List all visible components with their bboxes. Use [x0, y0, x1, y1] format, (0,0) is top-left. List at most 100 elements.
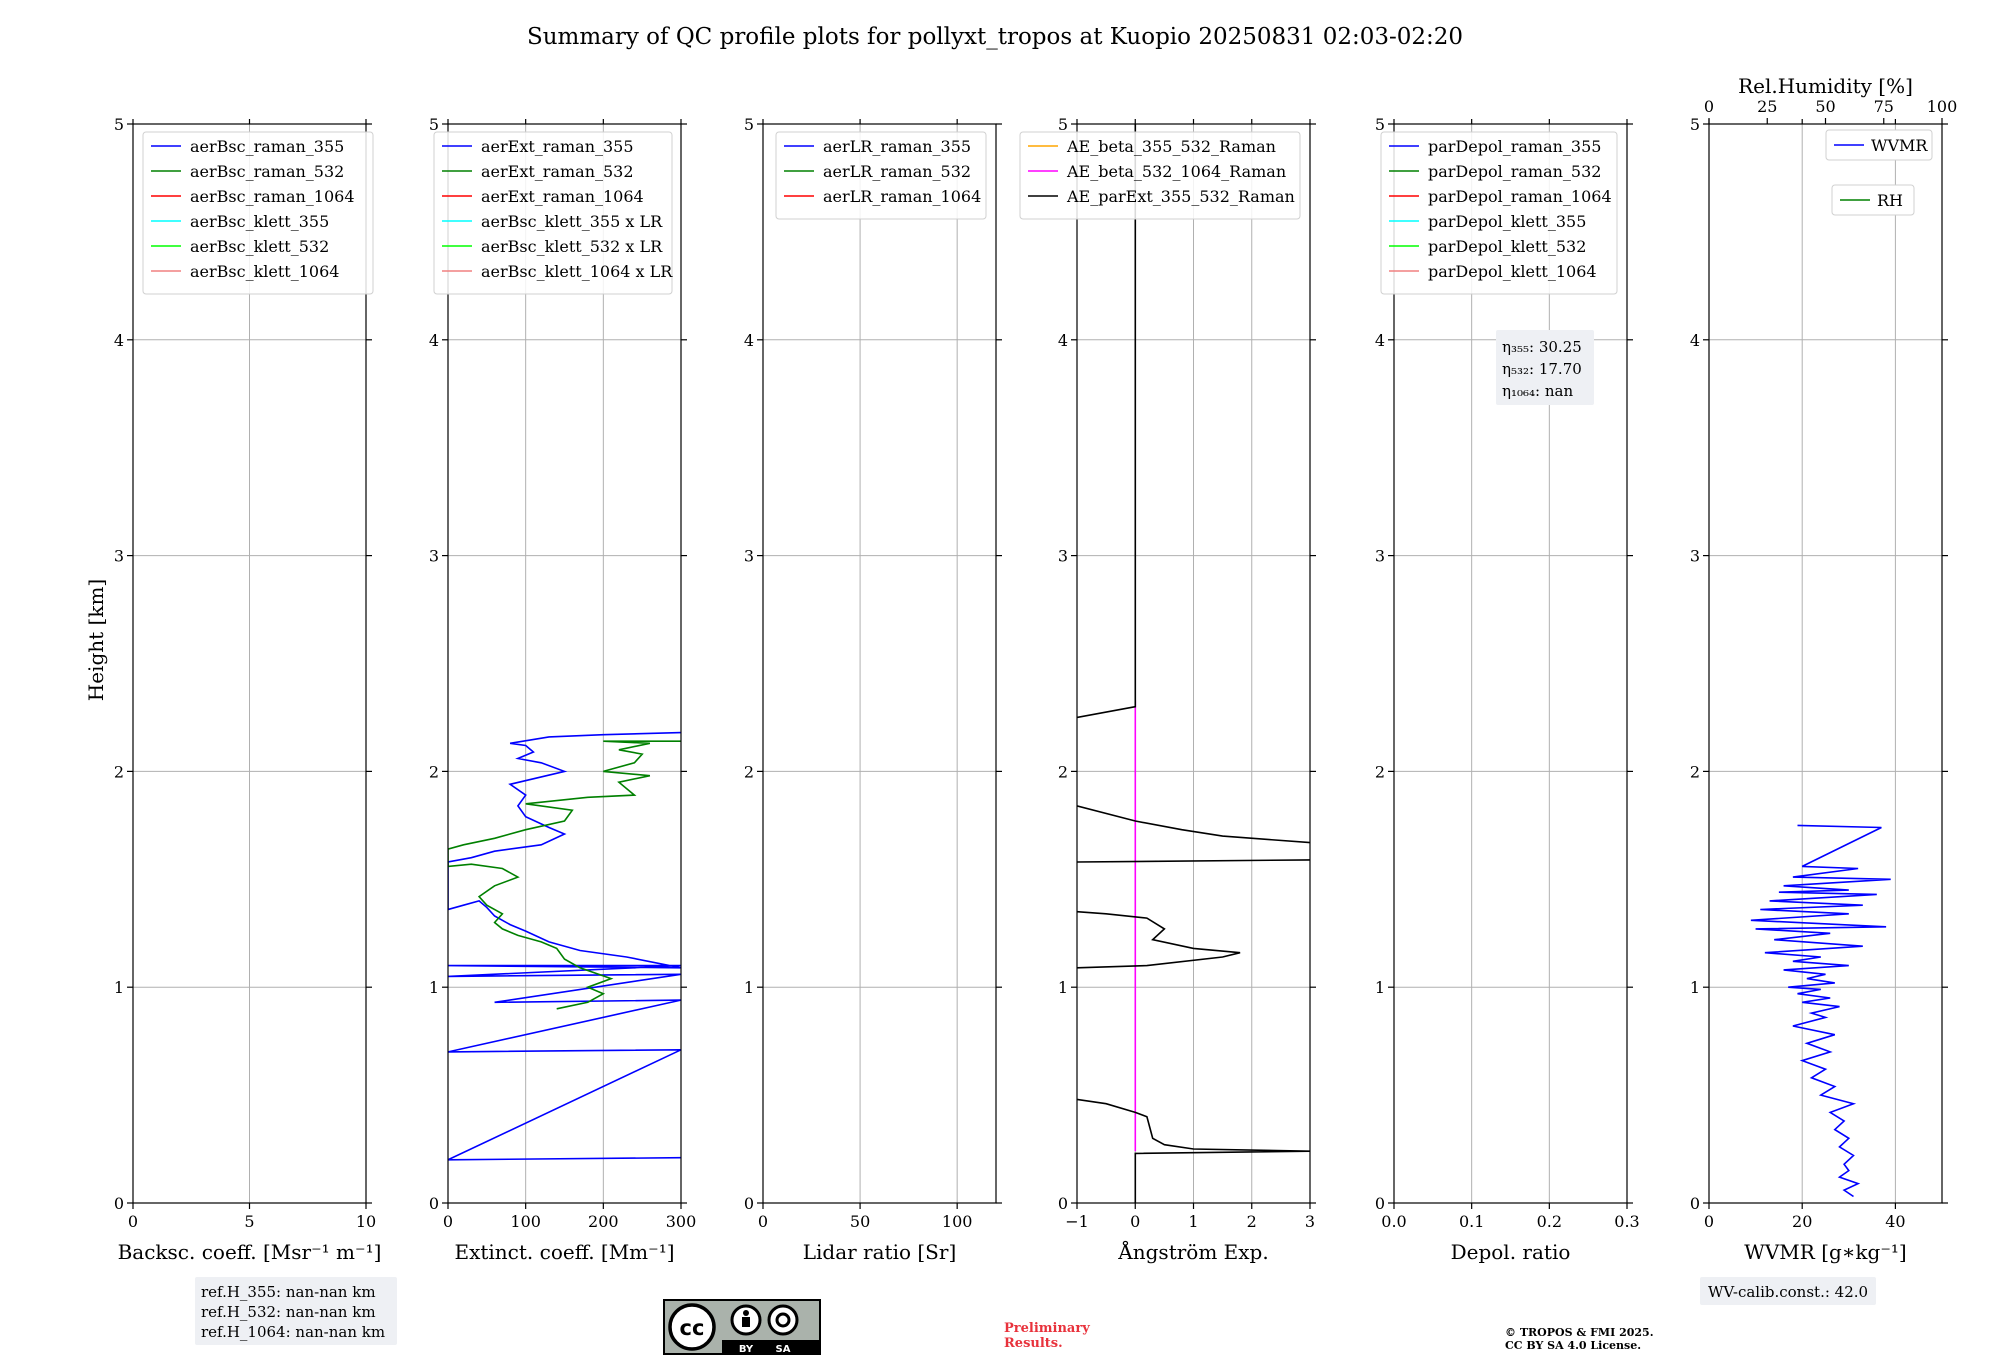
- preliminary-line-2: Results.: [1004, 1336, 1063, 1351]
- series-line-ae-parext-355-532-raman: [1077, 124, 1310, 1203]
- x-axis-label: Backsc. coeff. [Msr⁻¹ m⁻¹]: [118, 1240, 382, 1264]
- x-tick-label: 0.3: [1614, 1212, 1639, 1231]
- y-tick-label: 3: [429, 547, 439, 566]
- x-tick-label: 5: [244, 1212, 254, 1231]
- panel-3: 0 50 100 0 1 2 3 4 5 Lidar ratio [Sr] aerLR_raman_…: [744, 115, 1002, 1264]
- x-tick-label: 1: [1188, 1212, 1198, 1231]
- sa-label: SA: [776, 1344, 791, 1355]
- ref-height-532: ref.H_532: nan-nan km: [201, 1303, 376, 1321]
- y-tick-label: 0: [429, 1194, 439, 1213]
- legend-entry: RH: [1877, 191, 1903, 210]
- y-tick-label: 4: [1690, 331, 1700, 350]
- y-tick-label: 0: [114, 1194, 124, 1213]
- y-tick-label: 1: [1058, 978, 1068, 997]
- top-tick-label: 25: [1757, 97, 1777, 116]
- y-tick-label: 2: [429, 762, 439, 781]
- y-tick-label: 0: [1375, 1194, 1385, 1213]
- y-tick-label: 0: [1058, 1194, 1068, 1213]
- y-tick-label: 3: [744, 547, 754, 566]
- figure-title: Summary of QC profile plots for pollyxt_…: [527, 24, 1463, 50]
- top-tick-label: 50: [1815, 97, 1835, 116]
- legend-box: aerExt_raman_355 aerExt_raman_532 aerExt_r…: [433, 131, 673, 295]
- wv-calib-text: WV-calib.const.: 42.0: [1708, 1283, 1868, 1301]
- x-tick-label: 3: [1305, 1212, 1315, 1231]
- x-tick-label: 0: [758, 1212, 768, 1231]
- axes-frame: [1708, 123, 1943, 1204]
- legend-entry: aerBsc_klett_355 x LR: [481, 212, 663, 231]
- series-line-aerext-raman-532: [448, 740, 681, 1010]
- y-tick-label: 1: [114, 978, 124, 997]
- series-line-aerext-raman-355: [448, 731, 681, 1161]
- series-line-wvmr: [1750, 824, 1891, 1198]
- eta-value: η₁₀₆₄: nan: [1502, 382, 1573, 400]
- plot-area: [1750, 824, 1891, 1198]
- by-label: BY: [739, 1344, 754, 1355]
- x-tick-label: 0: [1704, 1212, 1714, 1231]
- x-axis-label: Ångström Exp.: [1117, 1239, 1268, 1264]
- legend-entry: AE_parExt_355_532_Raman: [1066, 187, 1295, 206]
- top-tick-label: 100: [1927, 97, 1958, 116]
- y-tick-label: 1: [1690, 978, 1700, 997]
- copyright-line-2: CC BY SA 4.0 License.: [1505, 1339, 1641, 1352]
- legend-entry: WVMR: [1871, 136, 1928, 155]
- panel-1: 0 5 10 0 1 2 3 4 5 Backsc. coeff. [Msr⁻¹ m⁻¹] aerB…: [114, 115, 382, 1264]
- legend-entry: AE_beta_355_532_Raman: [1066, 137, 1276, 156]
- x-tick-label: 20: [1792, 1212, 1812, 1231]
- legend-entry: aerLR_raman_1064: [823, 187, 981, 206]
- legend-box: aerLR_raman_355 aerLR_raman_532 aerLR_rama…: [775, 131, 987, 220]
- top-tick-label: 75: [1874, 97, 1894, 116]
- legend-box: aerBsc_raman_355 aerBsc_raman_532 aerBsc_r…: [142, 131, 374, 295]
- axes-frame: [762, 123, 997, 1204]
- y-tick-label: 3: [114, 547, 124, 566]
- y-tick-label: 5: [1375, 115, 1385, 134]
- legend-entry: aerExt_raman_355: [481, 137, 634, 156]
- x-tick-label: 200: [588, 1212, 619, 1231]
- legend-box: WVMR: [1825, 129, 1933, 161]
- x-tick-label: 0: [1130, 1212, 1140, 1231]
- x-tick-label: 0.1: [1459, 1212, 1484, 1231]
- x-tick-label: 0: [128, 1212, 138, 1231]
- legend-entry: parDepol_klett_532: [1428, 237, 1586, 256]
- legend-entry: aerExt_raman_532: [481, 162, 634, 181]
- y-tick-label: 1: [1375, 978, 1385, 997]
- wv-calib-box: WV-calib.const.: 42.0: [1700, 1277, 1876, 1305]
- legend-entry: aerLR_raman_355: [823, 137, 971, 156]
- legend-entry: AE_beta_532_1064_Raman: [1066, 162, 1286, 181]
- x-axis-label: Lidar ratio [Sr]: [803, 1240, 957, 1264]
- legend-box: AE_beta_355_532_Raman AE_beta_532_1064_Ra…: [1019, 131, 1301, 220]
- legend-entry: aerBsc_raman_1064: [190, 187, 355, 206]
- x-tick-label: −1: [1065, 1212, 1089, 1231]
- copyright-line-1: © TROPOS & FMI 2025.: [1505, 1326, 1654, 1339]
- y-tick-label: 3: [1690, 547, 1700, 566]
- y-tick-label: 4: [1375, 331, 1385, 350]
- y-tick-label: 3: [1375, 547, 1385, 566]
- y-tick-label: 4: [744, 331, 754, 350]
- legend-entry: parDepol_klett_1064: [1428, 262, 1597, 281]
- legend-entry: parDepol_raman_1064: [1428, 187, 1612, 206]
- legend-entry: aerBsc_klett_1064 x LR: [481, 262, 673, 281]
- x-tick-label: 100: [942, 1212, 973, 1231]
- x-tick-label: 0: [443, 1212, 453, 1231]
- y-tick-label: 5: [1058, 115, 1068, 134]
- axes-frame: [132, 123, 367, 1204]
- legend-entry: aerBsc_klett_532: [190, 237, 329, 256]
- x-axis-label: WVMR [g∗kg⁻¹]: [1744, 1240, 1906, 1264]
- sa-icon: [767, 1304, 799, 1336]
- legend-entry: parDepol_raman_355: [1428, 137, 1601, 156]
- eta-value: η₃₅₅: 30.25: [1502, 338, 1582, 356]
- legend-entry: aerBsc_raman_355: [190, 137, 344, 156]
- axes-frame: [1076, 123, 1311, 1204]
- top-tick-label: 0: [1704, 97, 1714, 116]
- y-tick-label: 2: [1690, 762, 1700, 781]
- plot-area: [1077, 124, 1310, 1203]
- y-tick-label: 4: [114, 331, 124, 350]
- legend-entry: aerBsc_klett_355: [190, 212, 329, 231]
- axes-frame: [447, 123, 682, 1204]
- x-tick-label: 10: [356, 1212, 376, 1231]
- y-tick-label: 1: [429, 978, 439, 997]
- y-tick-label: 2: [114, 762, 124, 781]
- legend-entry: aerBsc_klett_1064: [190, 262, 339, 281]
- legend-box: RH: [1831, 184, 1915, 216]
- y-tick-label: 5: [114, 115, 124, 134]
